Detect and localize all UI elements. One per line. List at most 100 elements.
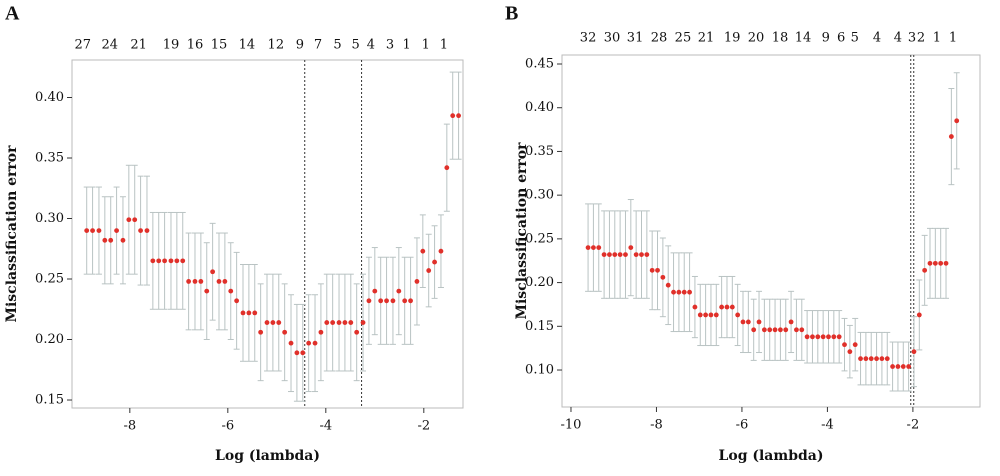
top-tick-label: 24 xyxy=(101,38,118,53)
point xyxy=(596,245,602,251)
point xyxy=(612,252,618,258)
y-tick-label: 0.10 xyxy=(525,363,554,378)
point xyxy=(312,340,318,346)
y-tick-label: 0.45 xyxy=(525,57,554,72)
top-tick-label: 9 xyxy=(822,31,830,46)
y-tick-label: 0.15 xyxy=(525,319,554,334)
top-tick-label: 21 xyxy=(130,38,147,53)
panel-label: B xyxy=(505,3,518,25)
point xyxy=(114,228,119,234)
point xyxy=(162,258,168,264)
point xyxy=(906,364,912,369)
point xyxy=(108,237,114,243)
x-tick-label: -4 xyxy=(319,419,332,434)
point xyxy=(330,320,336,325)
point xyxy=(772,327,778,333)
y-axis-label: Misclassification error xyxy=(4,145,20,323)
point xyxy=(438,248,444,254)
point xyxy=(276,320,282,325)
y-tick-label: 0.40 xyxy=(525,100,554,115)
x-tick-label: -8 xyxy=(650,418,663,433)
point xyxy=(84,228,90,234)
point xyxy=(192,279,198,284)
point xyxy=(607,252,612,258)
point xyxy=(644,252,650,258)
point xyxy=(815,334,821,340)
top-tick-label: 3 xyxy=(908,31,916,46)
top-tick-label: 5 xyxy=(352,38,360,53)
y-tick-label: 0.25 xyxy=(35,272,64,287)
point xyxy=(270,320,276,325)
top-tick-label: 1 xyxy=(440,38,448,53)
point xyxy=(660,274,666,280)
point xyxy=(252,310,258,316)
point xyxy=(729,304,735,310)
point xyxy=(282,329,288,335)
point xyxy=(927,260,933,266)
point xyxy=(799,327,805,333)
top-tick-label: 2 xyxy=(917,31,925,46)
y-tick-label: 0.25 xyxy=(525,231,554,246)
point xyxy=(360,320,366,325)
point xyxy=(623,252,628,258)
point xyxy=(591,245,596,251)
point xyxy=(788,319,794,325)
point xyxy=(847,349,853,355)
point xyxy=(676,289,682,295)
point xyxy=(402,298,408,304)
point xyxy=(414,279,420,284)
point xyxy=(938,260,944,266)
top-tick-label: 9 xyxy=(296,38,304,53)
y-tick-label: 0.35 xyxy=(35,151,64,166)
point xyxy=(90,228,95,234)
point xyxy=(868,356,874,362)
top-tick-label: 16 xyxy=(187,38,204,53)
point xyxy=(258,329,264,335)
point xyxy=(372,288,378,294)
point xyxy=(655,267,660,273)
point xyxy=(348,320,354,325)
top-tick-label: 1 xyxy=(422,38,430,53)
point xyxy=(228,288,234,294)
point xyxy=(198,279,204,284)
point xyxy=(450,113,456,119)
point xyxy=(628,245,634,251)
point xyxy=(444,165,450,171)
point xyxy=(649,267,655,273)
point xyxy=(240,310,246,316)
point xyxy=(767,327,773,333)
point xyxy=(724,304,730,310)
point xyxy=(890,364,895,369)
point xyxy=(911,349,917,355)
plot-frame xyxy=(561,54,981,408)
point xyxy=(836,334,842,340)
point xyxy=(288,340,294,346)
top-tick-label: 12 xyxy=(268,38,285,53)
y-tick-label: 0.15 xyxy=(35,393,64,408)
point xyxy=(708,312,714,318)
top-tick-label: 14 xyxy=(239,38,256,53)
y-tick-label: 0.30 xyxy=(525,188,554,203)
point xyxy=(692,304,698,310)
point xyxy=(426,268,432,273)
y-tick-label: 0.35 xyxy=(525,144,554,159)
point xyxy=(306,340,312,346)
point xyxy=(922,267,928,273)
point xyxy=(703,312,709,318)
point xyxy=(687,289,692,295)
point xyxy=(916,312,922,318)
point xyxy=(831,334,837,340)
point xyxy=(735,312,741,318)
top-tick-label: 28 xyxy=(651,31,668,46)
point xyxy=(222,279,228,284)
top-tick-label: 30 xyxy=(604,31,621,46)
point xyxy=(132,217,138,223)
y-tick-label: 0.30 xyxy=(35,211,64,226)
x-tick-label: -10 xyxy=(561,418,582,433)
point xyxy=(168,258,174,264)
top-tick-label: 20 xyxy=(748,31,765,46)
point xyxy=(585,245,591,251)
top-tick-label: 1 xyxy=(403,38,411,53)
y-axis-label: Misclassification error xyxy=(514,142,530,320)
